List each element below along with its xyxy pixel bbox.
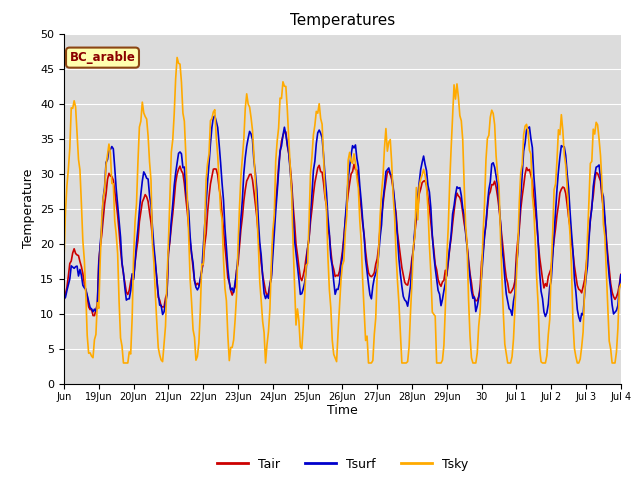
X-axis label: Time: Time: [327, 405, 358, 418]
Line: Tsurf: Tsurf: [64, 116, 621, 322]
Text: BC_arable: BC_arable: [70, 51, 136, 64]
Y-axis label: Temperature: Temperature: [22, 169, 35, 249]
Title: Temperatures: Temperatures: [290, 13, 395, 28]
Legend: Tair, Tsurf, Tsky: Tair, Tsurf, Tsky: [212, 453, 473, 476]
Line: Tsky: Tsky: [64, 58, 621, 363]
Line: Tair: Tair: [64, 132, 621, 316]
